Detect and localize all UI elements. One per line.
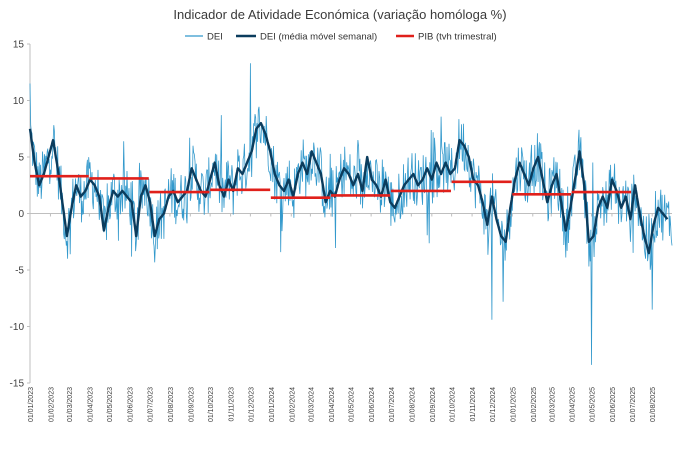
y-tick-label: -10 bbox=[10, 322, 25, 333]
x-tick-label: 01/12/2023 bbox=[248, 387, 255, 422]
x-tick-label: 01/02/2025 bbox=[531, 387, 538, 422]
x-tick-label: 01/10/2024 bbox=[450, 387, 457, 422]
x-tick-label: 01/01/2024 bbox=[269, 387, 276, 422]
x-tick-label: 01/03/2023 bbox=[67, 387, 74, 422]
x-tick-label: 01/03/2024 bbox=[308, 387, 315, 422]
x-tick-label: 01/07/2023 bbox=[147, 387, 154, 422]
x-tick-label: 01/07/2025 bbox=[630, 387, 637, 422]
x-tick-label: 01/06/2024 bbox=[369, 387, 376, 422]
y-tick-label: -5 bbox=[15, 266, 24, 277]
y-tick-label: -15 bbox=[10, 379, 25, 390]
x-tick-label: 01/02/2023 bbox=[48, 387, 55, 422]
legend-label-dei: DEI bbox=[207, 32, 223, 43]
x-tick-label: 01/08/2023 bbox=[168, 387, 175, 422]
y-tick-label: 5 bbox=[18, 153, 24, 164]
x-tick-label: 01/02/2024 bbox=[289, 387, 296, 422]
legend-label-pib: PIB (tvh trimestral) bbox=[418, 32, 497, 43]
x-tick-label: 01/07/2024 bbox=[389, 387, 396, 422]
x-tick-label: 01/10/2023 bbox=[208, 387, 215, 422]
x-tick-label: 01/04/2023 bbox=[87, 387, 94, 422]
x-tick-label: 01/04/2024 bbox=[329, 387, 336, 422]
plot-area bbox=[28, 63, 673, 365]
y-tick-label: 10 bbox=[13, 96, 25, 107]
x-tick-label: 01/04/2025 bbox=[570, 387, 577, 422]
x-tick-label: 01/06/2023 bbox=[128, 387, 135, 422]
x-tick-label: 01/05/2023 bbox=[107, 387, 114, 422]
y-tick-label: 15 bbox=[13, 40, 25, 51]
x-tick-label: 01/01/2025 bbox=[510, 387, 517, 422]
axes: -15 -10 -5 0 5 10 15 01/01/2023 01/02/2023 01/03/… bbox=[10, 40, 672, 422]
legend-item-dei: DEI bbox=[185, 32, 223, 43]
x-tick-label: 01/05/2024 bbox=[349, 387, 356, 422]
y-tick-label: 0 bbox=[18, 209, 24, 220]
x-tick-label: 01/11/2024 bbox=[470, 387, 477, 422]
legend: DEI DEI (média móvel semanal) PIB (tvh t… bbox=[185, 32, 497, 43]
legend-item-dei-ma: DEI (média móvel semanal) bbox=[236, 32, 377, 43]
legend-item-pib: PIB (tvh trimestral) bbox=[396, 32, 497, 43]
x-tick-label: 01/06/2025 bbox=[610, 387, 617, 422]
x-tick-label: 01/11/2023 bbox=[229, 387, 236, 422]
x-tick-label: 01/12/2024 bbox=[490, 387, 497, 422]
series-line-dei-ma bbox=[28, 121, 669, 255]
x-tick-label: 01/08/2025 bbox=[650, 387, 657, 422]
x-tick-label: 01/08/2024 bbox=[409, 387, 416, 422]
chart-title: Indicador de Atividade Económica (variaç… bbox=[173, 7, 506, 22]
x-tick-label: 01/03/2025 bbox=[549, 387, 556, 422]
x-tick-label: 01/05/2025 bbox=[590, 387, 597, 422]
x-tick-label: 01/01/2023 bbox=[28, 387, 35, 422]
x-tick-label: 01/09/2023 bbox=[188, 387, 195, 422]
legend-label-dei-ma: DEI (média móvel semanal) bbox=[260, 32, 377, 43]
x-tick-label: 01/09/2024 bbox=[430, 387, 437, 422]
